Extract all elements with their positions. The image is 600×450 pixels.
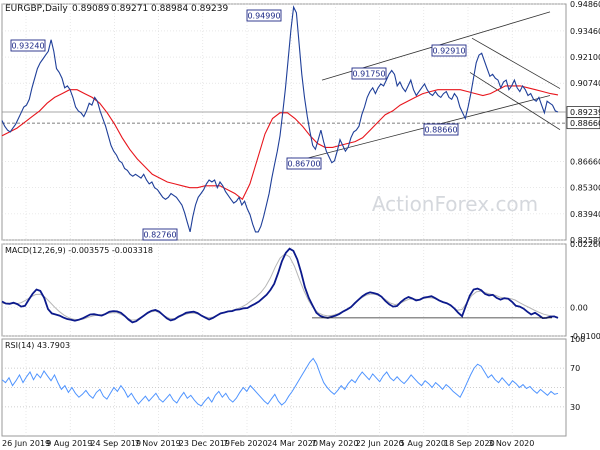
annotation-box [431, 44, 467, 57]
trend-line [287, 95, 551, 164]
annotation-label: 0.91750 [352, 70, 385, 79]
annotation-label: 0.88660 [424, 126, 457, 135]
price-y-tick: 0.90740 [570, 79, 600, 88]
annotation-label: 0.92910 [432, 47, 465, 56]
price-annotation: 0.93240 [10, 39, 46, 52]
rsi-y-tick: 100 [570, 335, 585, 344]
price-y-tick: 0.88660 [570, 119, 600, 128]
price-tag [566, 117, 600, 130]
price-y-tick: 0.85300 [570, 184, 600, 193]
annotation-label: 0.94990 [247, 12, 280, 21]
x-tick-label: 18 Sep 2020 [444, 439, 495, 448]
x-tick-label: 22 Jun 2020 [356, 439, 404, 448]
x-tick-label: 5 Aug 2020 [400, 439, 446, 448]
price-y-tick: 0.94860 [570, 0, 600, 9]
price-y-tick: 0.82580 [570, 236, 600, 245]
price-annotation: 0.82760 [142, 228, 178, 241]
watermark: ActionForex.com [372, 192, 538, 216]
macd-panel-content [1, 247, 559, 324]
x-tick-label: 23 Dec 2019 [179, 439, 230, 448]
moving-average-line [1, 85, 559, 201]
annotation-label: 0.82760 [143, 231, 176, 240]
ohlc-open: 0.89089 [72, 4, 109, 14]
price-y-tick: 0.86660 [570, 158, 600, 167]
rsi-y-tick: 30 [570, 403, 580, 412]
x-tick-label: 7 Nov 2019 [135, 439, 181, 448]
macd-signal-line [1, 253, 559, 321]
x-tick-label: 3 Nov 2020 [488, 439, 534, 448]
macd-line [1, 247, 559, 324]
price-y-tick: 0.92100 [570, 53, 600, 62]
panels-frame [1, 3, 567, 437]
x-tick-label: 24 Sep 2019 [90, 439, 141, 448]
price-annotation: 0.91750 [351, 67, 387, 80]
macd-y-tick: 0.022662 [570, 240, 600, 249]
macd-y-tick: -0.010052 [570, 332, 600, 341]
price-annotation: 0.92910 [431, 44, 467, 57]
ohlc-high: 0.89271 [111, 4, 148, 14]
price-annotation: 0.94990 [246, 9, 282, 22]
annotation-box [351, 67, 387, 80]
grid-layer [2, 3, 566, 436]
price-y-tick: 0.83940 [570, 210, 600, 219]
x-tick-label: 7 May 2020 [311, 439, 358, 448]
annotation-label: 0.86700 [287, 160, 320, 169]
rsi-label: RSI(14) 43.7903 [5, 341, 70, 350]
x-tick-label: 7 Feb 2020 [223, 439, 268, 448]
annotation-box [246, 9, 282, 22]
annotation-label: 0.93240 [11, 42, 44, 51]
price-y-tick: 0.89239 [570, 108, 600, 117]
macd-y-tick: 0.00 [570, 304, 588, 313]
ohlc-low: 0.88984 [151, 4, 188, 14]
price-annotation: 0.88660 [423, 123, 459, 136]
trend-line [471, 37, 561, 89]
rsi-y-tick: 70 [570, 364, 580, 373]
annotation-box [10, 39, 46, 52]
x-tick-label: 24 Mar 2020 [267, 439, 318, 448]
chart-title: EURGBP,Daily [5, 4, 68, 14]
rsi-line [1, 357, 559, 407]
annotation-box [142, 228, 178, 241]
price-annotation: 0.86700 [286, 157, 322, 170]
price-panel-content: 0.93240 0.82760 0.94990 0.86700 0.91750 0.929… [1, 5, 600, 241]
price-y-tick: 0.93460 [570, 27, 600, 36]
trend-line [469, 72, 561, 131]
x-tick-label: 26 Jun 2019 [2, 439, 50, 448]
rsi-panel-content [1, 357, 559, 407]
ohlc-close: 0.89239 [191, 4, 228, 14]
annotation-box [286, 157, 322, 170]
x-tick-label: 9 Aug 2019 [46, 439, 92, 448]
annotation-box [423, 123, 459, 136]
price-line [1, 5, 559, 233]
macd-label: MACD(12,26,9) -0.003575 -0.003318 [5, 246, 153, 255]
